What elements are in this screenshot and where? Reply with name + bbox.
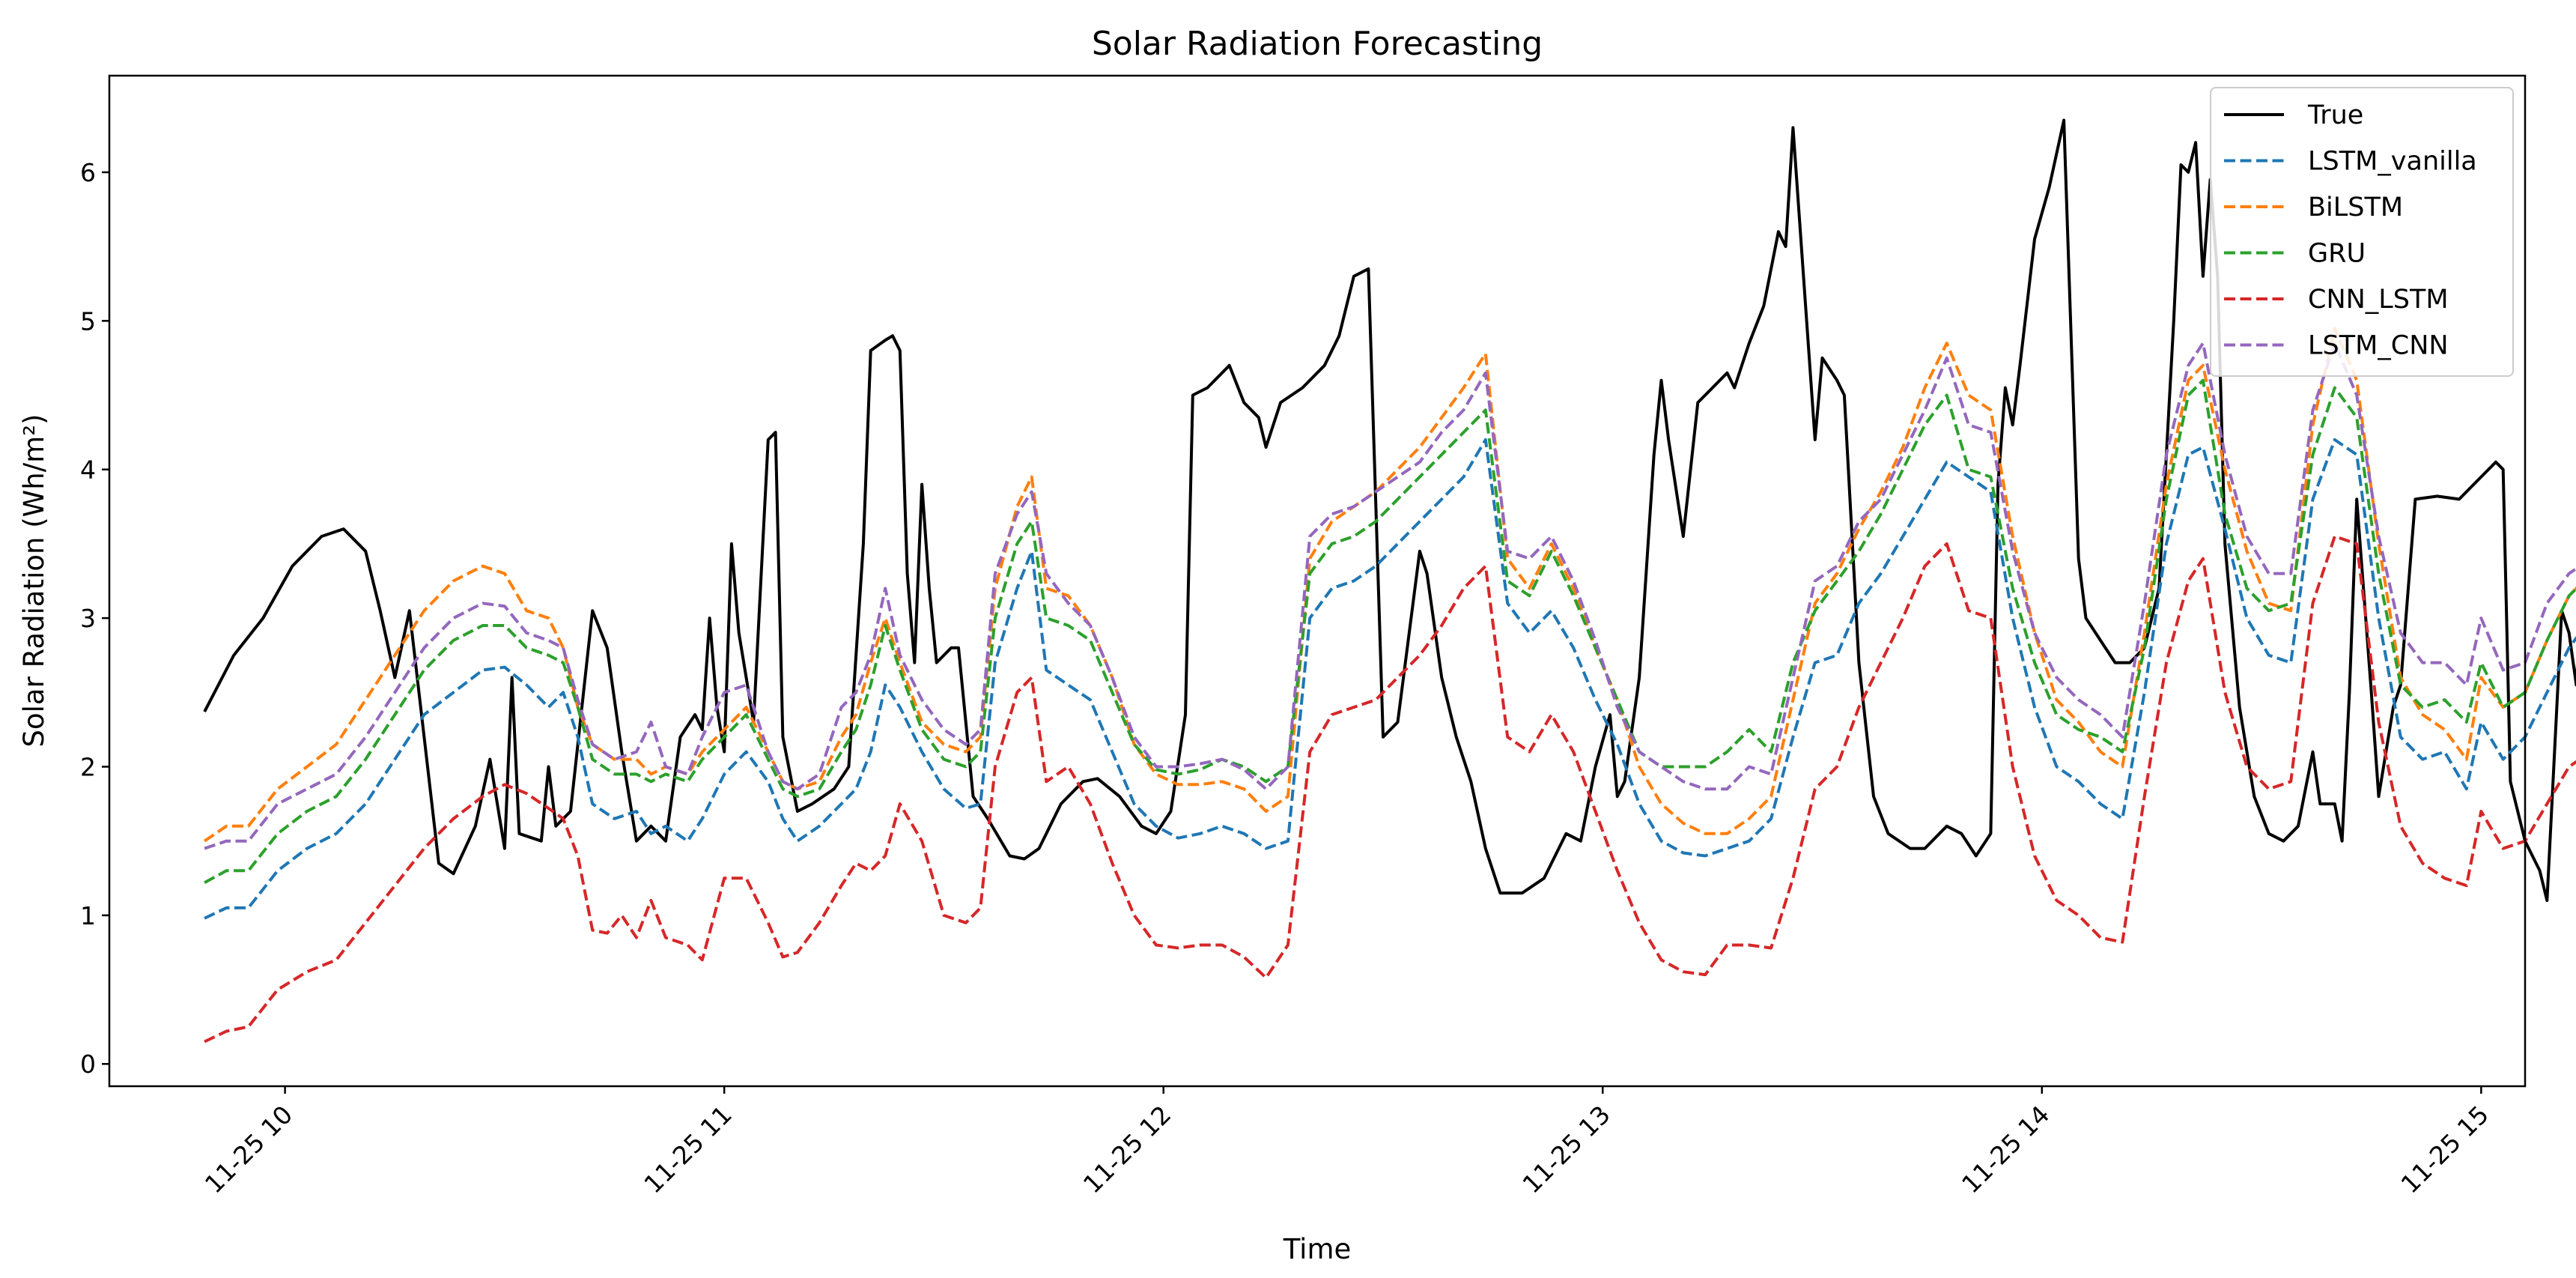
x-axis-label: Time [1283, 1233, 1352, 1265]
y-tick-label: 0 [80, 1050, 96, 1079]
y-tick-label: 1 [80, 901, 96, 930]
series-line-lstm-vanilla [204, 438, 2576, 920]
legend-label: LSTM_CNN [2308, 331, 2449, 361]
legend-label: True [2307, 100, 2363, 130]
y-axis: 0 1 2 3 4 5 6 [80, 158, 109, 1079]
series-line-lstm-cnn [204, 342, 2576, 850]
series-line-cnn-lstm [204, 535, 2576, 1044]
y-tick-label: 5 [80, 306, 96, 336]
legend-label: LSTM_vanilla [2308, 147, 2477, 177]
series-line-gru [204, 378, 2576, 884]
legend-label: BiLSTM [2308, 193, 2403, 222]
legend-label: CNN_LSTM [2308, 285, 2449, 315]
chart-title: Solar Radiation Forecasting [1092, 25, 1543, 63]
legend: True LSTM_vanilla BiLSTM GRU CNN_LSTM LSTM_CN… [2210, 87, 2514, 377]
y-tick-label: 4 [80, 455, 96, 485]
legend-label: GRU [2308, 239, 2366, 269]
y-axis-label: Solar Radiation (Wh/m²) [18, 414, 50, 748]
series-line-true [203, 118, 2576, 902]
legend-frame [2210, 87, 2514, 377]
y-tick-label: 6 [80, 158, 96, 187]
series-layer [203, 118, 2576, 1044]
plot-area-frame [108, 74, 2527, 1088]
y-tick-label: 3 [80, 604, 96, 633]
y-tick-label: 2 [80, 752, 96, 781]
